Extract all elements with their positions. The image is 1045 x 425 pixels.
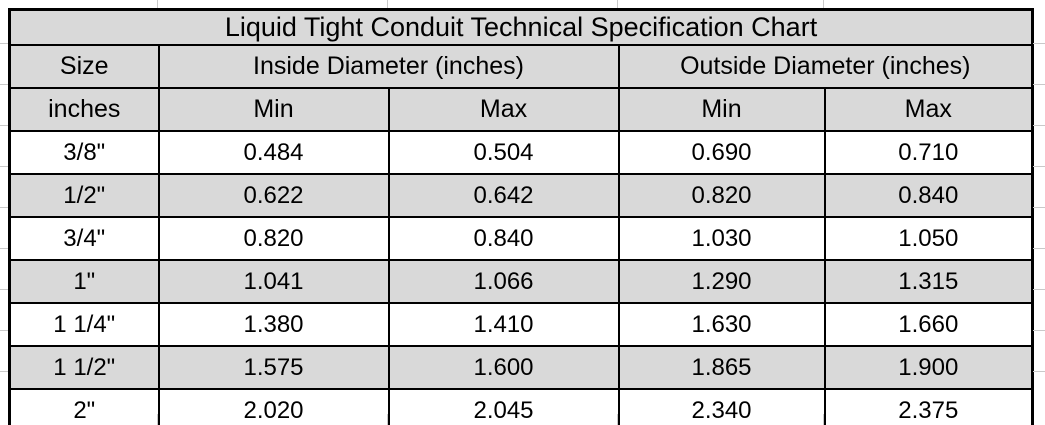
id-min-cell: 0.820 bbox=[157, 216, 390, 261]
table-row: 1/2" 0.622 0.642 0.820 0.840 bbox=[8, 173, 1034, 218]
id-max-cell: 0.840 bbox=[387, 216, 620, 261]
gridline-tick bbox=[157, 414, 158, 425]
size-cell: 2" bbox=[8, 388, 160, 425]
subheader-od-max: Max bbox=[823, 87, 1034, 132]
gridline-tick bbox=[1033, 43, 1045, 44]
subheader-od-min: Min bbox=[617, 87, 826, 132]
id-max-cell: 0.642 bbox=[387, 173, 620, 218]
od-min-cell: 1.630 bbox=[617, 302, 826, 347]
size-cell: 1 1/4" bbox=[8, 302, 160, 347]
id-min-cell: 0.484 bbox=[157, 130, 390, 175]
od-min-cell: 1.290 bbox=[617, 259, 826, 304]
gridline-tick bbox=[1033, 371, 1045, 372]
id-min-cell: 0.622 bbox=[157, 173, 390, 218]
id-max-cell: 1.066 bbox=[387, 259, 620, 304]
id-min-cell: 2.020 bbox=[157, 388, 390, 425]
subheader-inches: inches bbox=[8, 87, 160, 132]
od-max-cell: 0.710 bbox=[823, 130, 1034, 175]
size-cell: 3/4" bbox=[8, 216, 160, 261]
gridline-tick bbox=[0, 125, 8, 126]
gridline-tick bbox=[617, 414, 618, 425]
gridline-tick bbox=[1033, 207, 1045, 208]
col-group-outside-diameter: Outside Diameter (inches) bbox=[617, 44, 1034, 89]
id-max-cell: 1.410 bbox=[387, 302, 620, 347]
id-max-cell: 1.600 bbox=[387, 345, 620, 390]
size-cell: 1" bbox=[8, 259, 160, 304]
id-max-cell: 0.504 bbox=[387, 130, 620, 175]
gridline-tick bbox=[1033, 166, 1045, 167]
id-min-cell: 1.041 bbox=[157, 259, 390, 304]
od-min-cell: 0.820 bbox=[617, 173, 826, 218]
gridline-tick bbox=[823, 414, 824, 425]
id-min-cell: 1.380 bbox=[157, 302, 390, 347]
od-min-cell: 0.690 bbox=[617, 130, 826, 175]
gridline-tick bbox=[0, 289, 8, 290]
gridline-tick bbox=[1033, 125, 1045, 126]
od-max-cell: 1.315 bbox=[823, 259, 1034, 304]
gridline-tick bbox=[0, 207, 8, 208]
gridline-tick bbox=[1033, 248, 1045, 249]
table-row: 3/8" 0.484 0.504 0.690 0.710 bbox=[8, 130, 1034, 175]
col-group-inside-diameter: Inside Diameter (inches) bbox=[157, 44, 620, 89]
gridline-tick bbox=[387, 0, 388, 8]
gridline-tick bbox=[0, 166, 8, 167]
table-row: 2" 2.020 2.045 2.340 2.375 bbox=[8, 388, 1034, 425]
size-cell: 3/8" bbox=[8, 130, 160, 175]
table-row: 1" 1.041 1.066 1.290 1.315 bbox=[8, 259, 1034, 304]
od-max-cell: 0.840 bbox=[823, 173, 1034, 218]
size-cell: 1 1/2" bbox=[8, 345, 160, 390]
table-row: 1 1/2" 1.575 1.600 1.865 1.900 bbox=[8, 345, 1034, 390]
table-row: 3/4" 0.820 0.840 1.030 1.050 bbox=[8, 216, 1034, 261]
od-max-cell: 2.375 bbox=[823, 388, 1034, 425]
table-row: 1 1/4" 1.380 1.410 1.630 1.660 bbox=[8, 302, 1034, 347]
sub-header-row: inches Min Max Min Max bbox=[8, 87, 1034, 132]
od-max-cell: 1.660 bbox=[823, 302, 1034, 347]
gridline-tick bbox=[617, 0, 618, 8]
gridline-tick bbox=[1033, 289, 1045, 290]
spec-table: Liquid Tight Conduit Technical Specifica… bbox=[8, 8, 1035, 425]
gridline-tick bbox=[0, 330, 8, 331]
od-max-cell: 1.900 bbox=[823, 345, 1034, 390]
gridline-tick bbox=[157, 0, 158, 8]
od-max-cell: 1.050 bbox=[823, 216, 1034, 261]
gridline-tick bbox=[0, 371, 8, 372]
od-min-cell: 1.030 bbox=[617, 216, 826, 261]
size-cell: 1/2" bbox=[8, 173, 160, 218]
gridline-tick bbox=[0, 84, 8, 85]
subheader-id-max: Max bbox=[387, 87, 620, 132]
gridline-tick bbox=[0, 43, 8, 44]
table-title: Liquid Tight Conduit Technical Specifica… bbox=[8, 8, 1034, 46]
id-min-cell: 1.575 bbox=[157, 345, 390, 390]
od-min-cell: 1.865 bbox=[617, 345, 826, 390]
column-group-header-row: Size Inside Diameter (inches) Outside Di… bbox=[8, 44, 1034, 89]
gridline-tick bbox=[1033, 84, 1045, 85]
gridline-tick bbox=[0, 248, 8, 249]
gridline-tick bbox=[823, 0, 824, 8]
gridline-tick bbox=[1033, 330, 1045, 331]
od-min-cell: 2.340 bbox=[617, 388, 826, 425]
id-max-cell: 2.045 bbox=[387, 388, 620, 425]
gridline-tick bbox=[387, 414, 388, 425]
subheader-id-min: Min bbox=[157, 87, 390, 132]
col-group-size: Size bbox=[8, 44, 160, 89]
table-title-row: Liquid Tight Conduit Technical Specifica… bbox=[8, 8, 1034, 46]
